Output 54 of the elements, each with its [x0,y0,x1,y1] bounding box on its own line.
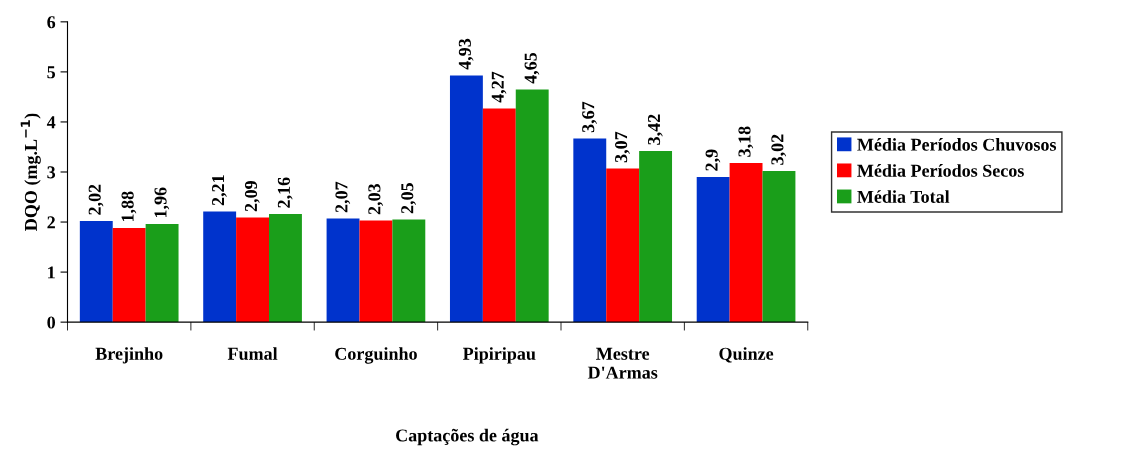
data-label: 2,03 [368,184,384,215]
data-label: 3,07 [615,131,630,163]
bar [515,89,549,323]
bar [112,228,146,323]
bar [729,162,763,323]
y-axis-title: DQO (mg.L$^{−1}$) [20,113,41,231]
y-tick-label: 6 [47,16,56,29]
data-label: 3,02 [771,134,787,165]
data-label: 2,9 [705,149,721,171]
data-label: 2,05 [401,183,416,214]
x-tick-label: Pipiripau [463,347,536,364]
x-tick-label: Mestre D'Armas [587,347,658,379]
data-label: 2,16 [277,177,293,208]
legend-label: Média Períodos Chuvosos [857,138,1057,151]
bar [326,218,360,323]
data-label: 2,09 [244,181,260,212]
bar [236,217,270,323]
bar [203,211,237,323]
bar [449,75,483,323]
bar [606,168,640,323]
bar [573,138,607,323]
x-tick-label: Corguinho [335,347,417,364]
data-label: 1,96 [154,187,170,218]
data-label: 2,21 [212,175,227,206]
bar [359,220,393,323]
bar [392,219,426,323]
data-label: 3,67 [582,101,597,133]
x-tick-label: Fumal [227,347,278,360]
legend-label: Média Total [857,190,950,203]
data-label: 4,93 [458,38,474,70]
data-label: 1,88 [121,191,137,222]
bar [762,170,796,323]
data-label: 4,65 [524,52,540,84]
data-label: 2,07 [335,181,351,213]
bar [269,214,302,323]
y-tick-label: 0 [47,316,56,329]
data-label: 3,18 [738,126,754,157]
bar [79,221,113,323]
bar [696,176,730,323]
x-tick-label: Brejinho [95,347,163,364]
x-tick-label: Quinze [719,347,774,363]
y-tick-label: 5 [47,66,56,79]
bar [482,108,516,323]
data-label: 4,27 [491,71,507,103]
legend-label: Média Períodos Secos [857,164,1024,177]
x-axis-title: Captações de água [396,428,539,446]
y-tick-label: 1 [48,266,55,279]
y-tick-label: 4 [46,116,56,129]
y-tick-label: 3 [47,166,56,179]
data-label: 3,42 [647,114,663,145]
bar [639,150,673,323]
data-label: 2,02 [88,184,104,215]
y-tick-label: 2 [47,216,55,229]
bar [145,224,179,323]
